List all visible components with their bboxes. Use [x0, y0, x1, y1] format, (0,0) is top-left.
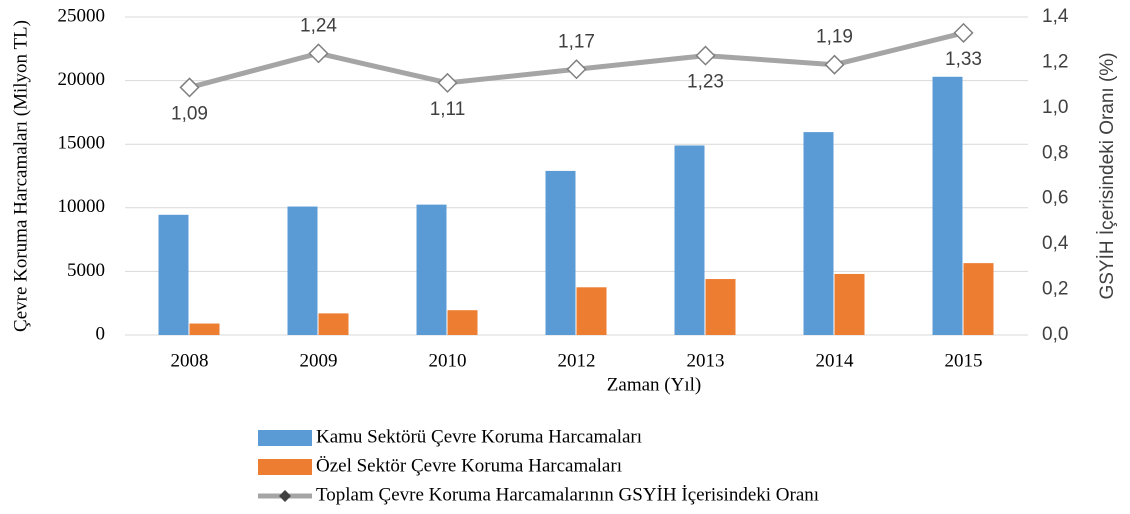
data-label: 1,09	[171, 103, 208, 124]
bar	[834, 273, 865, 335]
x-tick-label: 2012	[558, 350, 596, 371]
y2-tick-label: 0,4	[1042, 233, 1069, 254]
y2-tick-label: 0,6	[1042, 188, 1068, 209]
marker	[695, 45, 716, 66]
x-tick-label: 2015	[945, 350, 983, 371]
x-tick-label: 2008	[171, 350, 209, 371]
x-tick-label: 2013	[687, 350, 725, 371]
y2-tick-label: 0,2	[1042, 279, 1068, 300]
y-tick-label: 25000	[58, 5, 106, 26]
data-label: 1,11	[430, 99, 466, 120]
data-label: 1,19	[816, 27, 853, 48]
bar	[705, 279, 736, 335]
y2-tick-label: 0,8	[1042, 142, 1068, 163]
bar	[803, 132, 834, 335]
legend-swatch	[258, 459, 312, 475]
bar	[576, 287, 607, 335]
y-tick-label: 0	[96, 323, 106, 344]
data-label: 1,33	[945, 49, 982, 70]
y2-tick-label: 1,2	[1042, 51, 1068, 72]
y-tick-label: 20000	[58, 69, 106, 90]
x-tick-label: 2010	[429, 350, 467, 371]
bar	[963, 263, 994, 335]
legend-label: Özel Sektör Çevre Koruma Harcamaları	[316, 455, 622, 476]
legend-marker	[279, 490, 291, 502]
bar	[545, 170, 576, 335]
data-label: 1,24	[300, 15, 337, 36]
marker	[953, 22, 974, 43]
bar	[158, 214, 189, 335]
y2-tick-label: 1,0	[1042, 97, 1068, 118]
bar	[674, 145, 705, 335]
bar	[287, 206, 318, 335]
marker	[179, 77, 200, 98]
y-tick-label: 5000	[67, 260, 105, 281]
legend-swatch	[258, 430, 312, 446]
bar	[318, 313, 349, 335]
x-tick-label: 2014	[816, 350, 855, 371]
marker	[566, 59, 587, 80]
marker	[437, 72, 458, 93]
bar	[447, 310, 478, 335]
bar	[416, 204, 447, 335]
bar	[932, 76, 963, 335]
x-axis-title: Zaman (Yıl)	[607, 374, 701, 395]
marker	[308, 43, 329, 64]
y2-axis-title: GSYİH İçerisindeki Oranı (%)	[1097, 52, 1118, 299]
y-axis-title: Çevre Koruma Harcamaları (Milyon TL)	[10, 20, 31, 332]
x-tick-label: 2009	[300, 350, 338, 371]
legend-label: Toplam Çevre Koruma Harcamalarının GSYİH…	[316, 484, 819, 505]
y2-tick-label: 0,0	[1042, 324, 1068, 345]
data-label: 1,17	[558, 31, 595, 52]
y2-tick-label: 1,4	[1042, 6, 1069, 27]
y-tick-label: 15000	[58, 133, 106, 154]
legend-label: Kamu Sektörü Çevre Koruma Harcamaları	[316, 426, 642, 447]
data-label: 1,23	[687, 72, 724, 93]
marker	[824, 54, 845, 75]
y-tick-label: 10000	[58, 196, 106, 217]
bar	[189, 323, 220, 335]
